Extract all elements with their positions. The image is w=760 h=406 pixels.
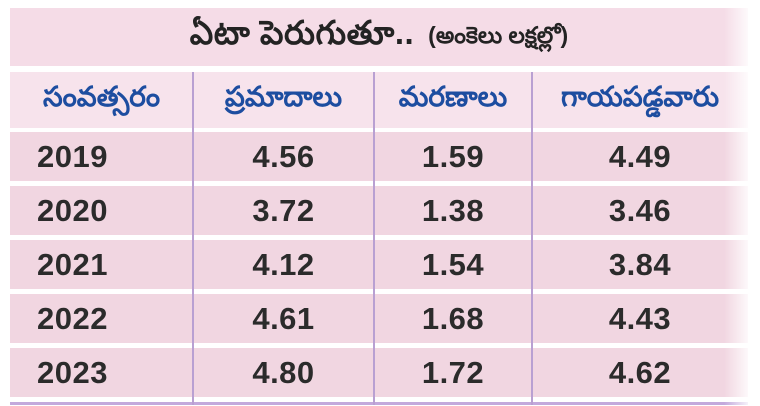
column-header-accidents: ప్రమాదాలు bbox=[224, 80, 343, 112]
injured-cell: 4.43 bbox=[608, 300, 672, 336]
title-bar: ఏటా పెరుగుతూ.. (అంకెలు లక్షల్లో) bbox=[10, 8, 748, 66]
deaths-cell: 1.38 bbox=[421, 192, 485, 228]
column-header-year: సంవత్సరం bbox=[42, 80, 161, 112]
column-header-injured: గాయపడ్డవారు bbox=[560, 80, 720, 112]
column-separator bbox=[192, 72, 194, 405]
injured-cell: 3.46 bbox=[608, 192, 672, 228]
year-cell: 2020 bbox=[37, 192, 108, 228]
injured-cell: 4.49 bbox=[608, 138, 672, 174]
year-cell: 2022 bbox=[37, 300, 108, 336]
year-cell: 2019 bbox=[37, 138, 108, 174]
table-panel: ఏటా పెరుగుతూ.. (అంకెలు లక్షల్లో) సంవత్సర… bbox=[10, 8, 748, 405]
injured-cell: 4.62 bbox=[608, 354, 672, 390]
deaths-cell: 1.59 bbox=[421, 138, 485, 174]
deaths-cell: 1.54 bbox=[421, 246, 485, 282]
accidents-cell: 3.72 bbox=[252, 192, 315, 228]
accidents-cell: 4.61 bbox=[252, 300, 315, 336]
page-title: ఏటా పెరుగుతూ.. bbox=[189, 14, 415, 51]
deaths-cell: 1.68 bbox=[421, 300, 485, 336]
table-row-2022: 2022 4.61 1.68 4.43 bbox=[10, 294, 748, 343]
accidents-cell: 4.56 bbox=[252, 138, 315, 174]
table-row-2020: 2020 3.72 1.38 3.46 bbox=[10, 186, 748, 235]
table-bottom-border bbox=[10, 402, 748, 405]
table-header-row: సంవత్సరం ప్రమాదాలు మరణాలు గాయపడ్డవారు bbox=[10, 72, 748, 128]
column-header-deaths: మరణాలు bbox=[398, 80, 508, 112]
accidents-cell: 4.80 bbox=[252, 354, 315, 390]
title-units-note: (అంకెలు లక్షల్లో) bbox=[428, 22, 569, 48]
injured-cell: 3.84 bbox=[608, 246, 672, 282]
data-table: సంవత్సరం ప్రమాదాలు మరణాలు గాయపడ్డవారు 20… bbox=[10, 72, 748, 405]
column-separator bbox=[531, 72, 533, 405]
year-cell: 2021 bbox=[37, 246, 108, 282]
accidents-cell: 4.12 bbox=[252, 246, 315, 282]
deaths-cell: 1.72 bbox=[421, 354, 485, 390]
table-row-2021: 2021 4.12 1.54 3.84 bbox=[10, 240, 748, 289]
year-cell: 2023 bbox=[37, 354, 108, 390]
table-row-2019: 2019 4.56 1.59 4.49 bbox=[10, 132, 748, 181]
column-separator bbox=[373, 72, 375, 405]
table-row-2023: 2023 4.80 1.72 4.62 bbox=[10, 348, 748, 397]
